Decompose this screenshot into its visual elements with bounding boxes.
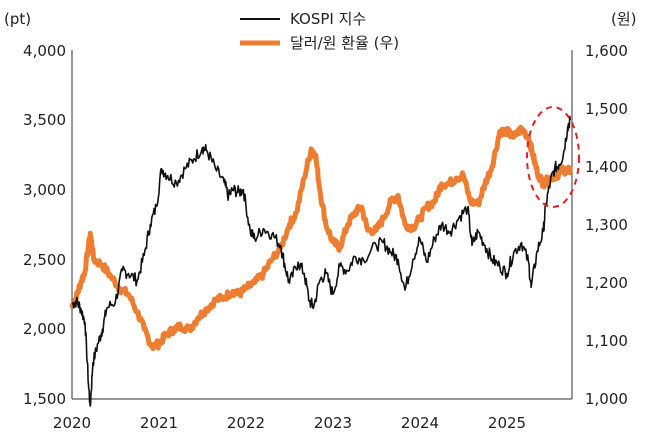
right-tick-label: 1,100 (585, 332, 628, 350)
left-tick-label: 1,500 (23, 390, 66, 408)
left-tick-label: 3,500 (23, 111, 66, 129)
x-tick-label: 2020 (53, 414, 91, 432)
right-tick-label: 1,300 (585, 216, 628, 234)
right-tick-label: 1,000 (585, 390, 628, 408)
legend-kospi-label: KOSPI 지수 (290, 10, 366, 28)
right-tick-label: 1,500 (585, 100, 628, 118)
highlight-dashed-ellipse (526, 106, 580, 208)
right-tick-label: 1,600 (585, 42, 628, 60)
x-axis: 2020 2021 2022 2023 2024 2025 (53, 414, 526, 432)
left-tick-label: 3,000 (23, 181, 66, 199)
right-axis: 1,000 1,100 1,200 1,300 1,400 1,500 1,60… (585, 42, 628, 408)
left-tick-label: 2,500 (23, 251, 66, 269)
right-tick-label: 1,200 (585, 274, 628, 292)
x-tick-label: 2022 (227, 414, 265, 432)
series-line-usdkrw (69, 124, 573, 352)
right-axis-unit: (원) (611, 10, 637, 28)
series-line-kospi (71, 115, 572, 407)
left-axis: 1,500 2,000 2,500 3,000 3,500 4,000 (23, 42, 66, 408)
left-tick-label: 2,000 (23, 320, 66, 338)
x-tick-label: 2023 (314, 414, 352, 432)
left-tick-label: 4,000 (23, 42, 66, 60)
x-tick-label: 2024 (401, 414, 439, 432)
x-tick-label: 2021 (140, 414, 178, 432)
legend: KOSPI 지수 달러/원 환율 (우) (240, 10, 399, 52)
right-tick-label: 1,400 (585, 158, 628, 176)
left-axis-unit: (pt) (4, 10, 31, 28)
legend-usdkrw-label: 달러/원 환율 (우) (290, 34, 399, 52)
x-tick-label: 2025 (488, 414, 526, 432)
